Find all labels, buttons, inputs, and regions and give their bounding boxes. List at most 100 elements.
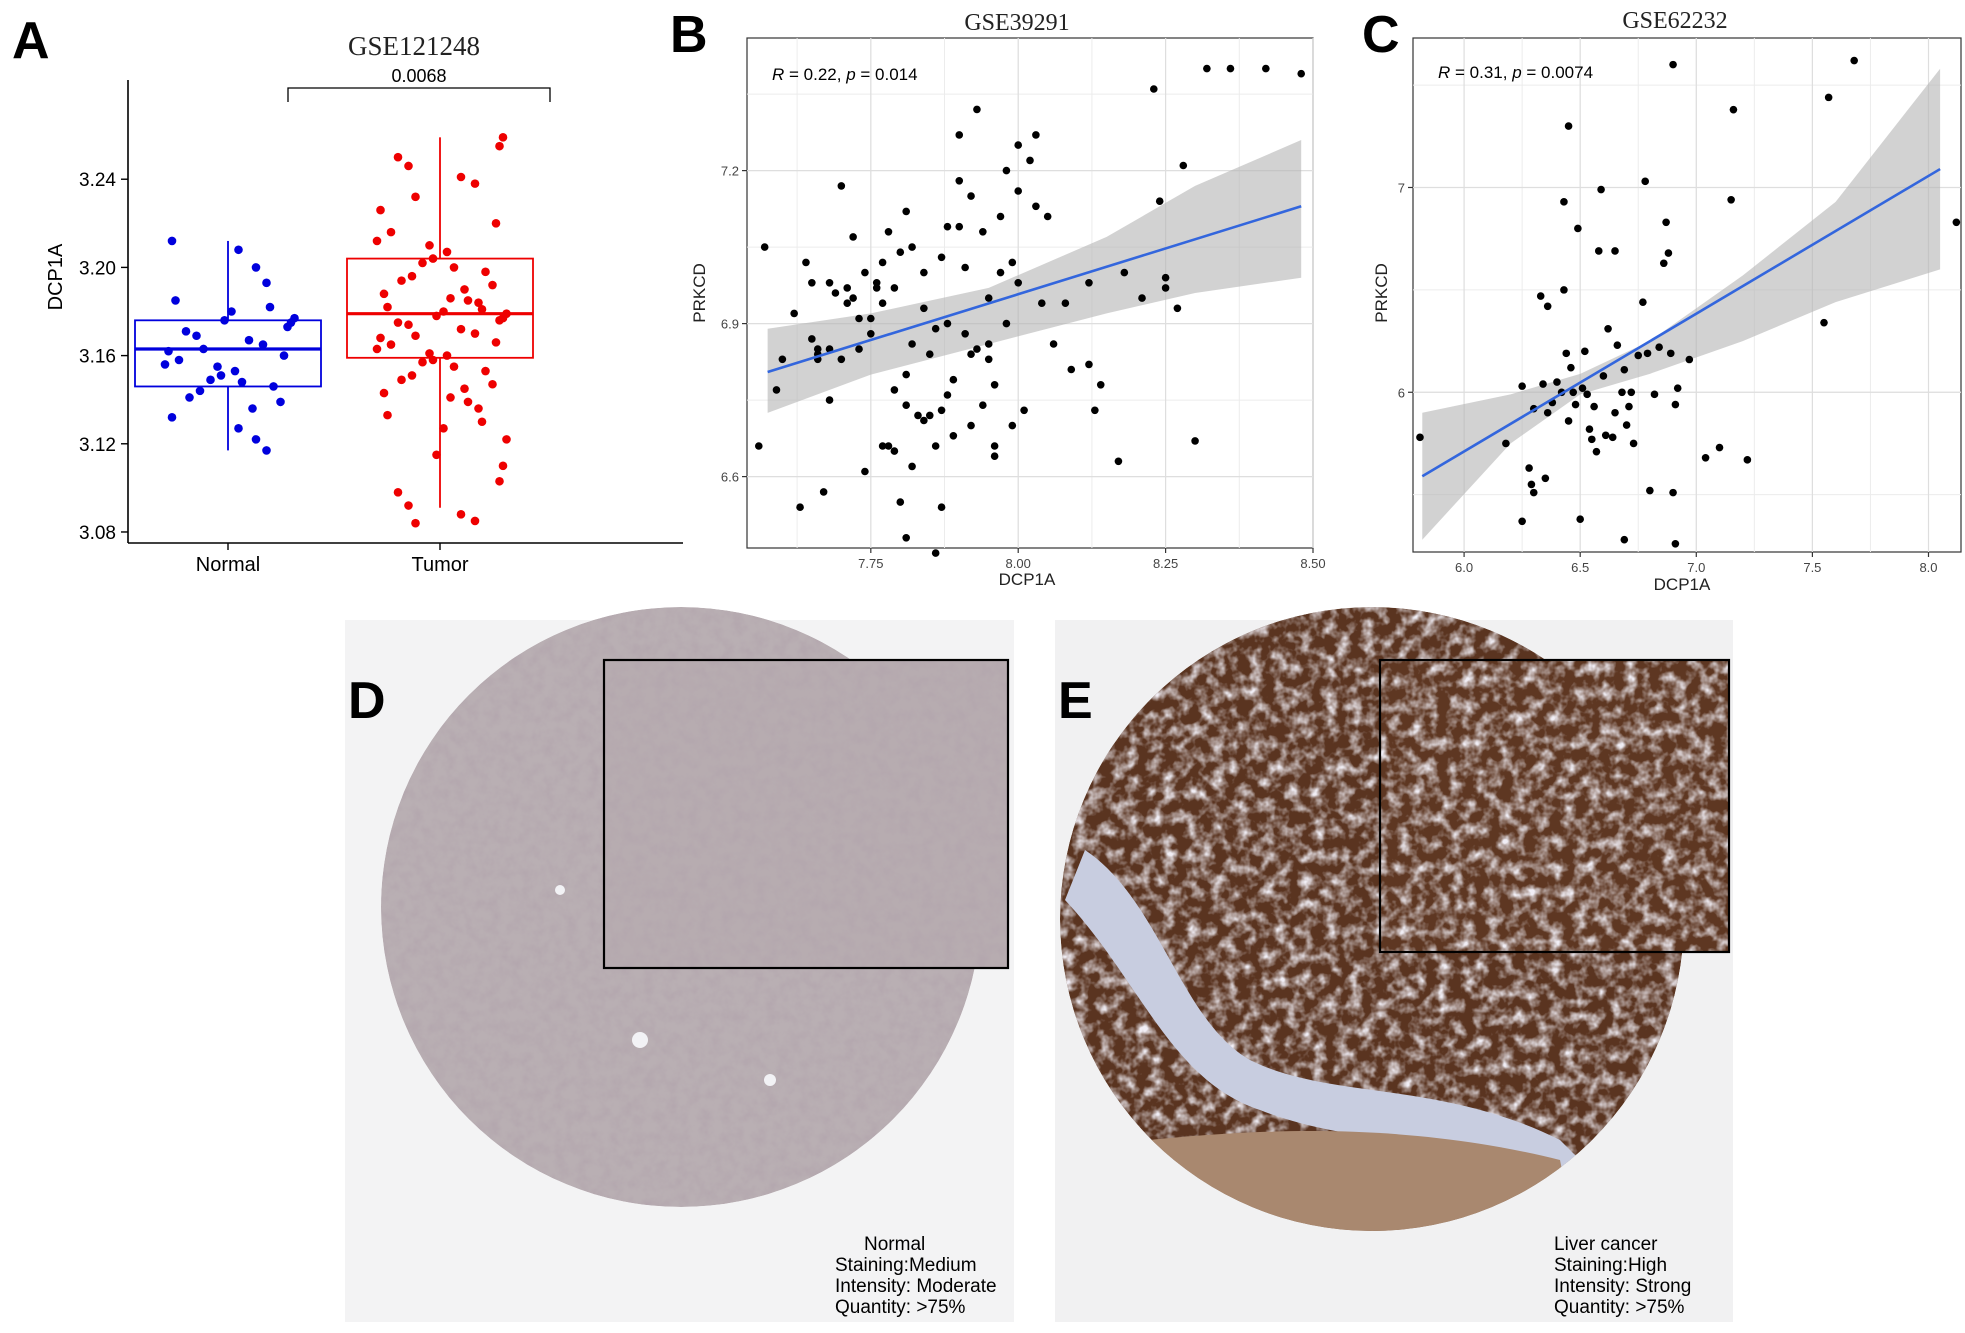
- caption-staining: Staining:High: [1554, 1255, 1667, 1276]
- data-point: [248, 404, 257, 413]
- data-point: [206, 375, 215, 385]
- r-value: = 0.31,: [1450, 63, 1512, 82]
- panel-c-title: GSE62232: [1622, 8, 1727, 34]
- data-point: [1525, 464, 1533, 472]
- box: [134, 319, 322, 388]
- data-point: [488, 280, 497, 290]
- data-point: [1150, 85, 1158, 93]
- data-point: [931, 442, 940, 450]
- data-point: [269, 382, 278, 391]
- data-point: [1643, 349, 1652, 358]
- data-point: [1727, 195, 1735, 204]
- data-point: [1562, 349, 1571, 358]
- data-point: [470, 179, 480, 188]
- data-point: [1662, 218, 1670, 227]
- data-point: [990, 452, 999, 461]
- panel-b-ticks: 7.75 8.00 8.25 8.50 6.6 6.9 7.2: [721, 164, 1326, 571]
- data-point: [481, 366, 490, 376]
- panel-c-plot-area: [1412, 37, 1962, 553]
- caption-title: Liver cancer: [1554, 1234, 1658, 1255]
- data-point: [386, 227, 396, 237]
- data-point: [1576, 515, 1584, 524]
- data-point: [1120, 268, 1129, 277]
- data-point: [220, 316, 229, 325]
- panel-b-title: GSE39291: [964, 10, 1069, 36]
- data-point: [937, 406, 946, 415]
- data-point: [167, 236, 177, 246]
- data-point: [279, 351, 289, 360]
- data-point: [481, 267, 490, 277]
- data-point: [442, 247, 452, 257]
- data-point: [1671, 400, 1680, 409]
- data-point: [819, 488, 828, 496]
- x-tick-label: 6.0: [1455, 560, 1473, 575]
- data-point: [943, 319, 952, 328]
- data-point: [1608, 433, 1617, 442]
- panel-d-caption: Normal Staining:Medium Intensity: Modera…: [835, 1234, 997, 1318]
- data-point: [967, 350, 975, 359]
- data-point: [376, 205, 385, 215]
- y-tick-label: 3.08: [79, 523, 116, 544]
- data-point: [843, 284, 852, 292]
- data-point: [778, 355, 787, 364]
- data-point: [849, 294, 857, 302]
- data-point: [234, 245, 243, 255]
- caption-title: Normal: [864, 1234, 925, 1255]
- panel-a-boxes: [134, 137, 534, 508]
- data-point: [244, 335, 254, 345]
- data-point: [920, 268, 928, 277]
- data-point: [1085, 279, 1093, 287]
- data-point: [1026, 156, 1034, 165]
- data-point: [283, 322, 292, 332]
- panel-b-letter: B: [670, 6, 708, 64]
- data-point: [404, 501, 413, 510]
- y-tick-label: 7: [1398, 180, 1405, 195]
- panel-a-title: GSE121248: [348, 31, 480, 61]
- data-point: [1008, 421, 1017, 430]
- data-point: [404, 320, 413, 330]
- data-point: [1611, 247, 1619, 255]
- data-point: [227, 307, 236, 316]
- data-point: [949, 432, 958, 440]
- data-point: [1564, 122, 1573, 130]
- r-symbol: R: [772, 65, 784, 84]
- caption-staining: Staining:Medium: [835, 1255, 977, 1276]
- data-point: [990, 442, 999, 450]
- caption-quantity: Quantity: >75%: [1554, 1297, 1685, 1318]
- x-tick-label: 8.25: [1153, 556, 1178, 571]
- data-point: [1553, 378, 1561, 386]
- data-point: [1002, 319, 1011, 328]
- data-point: [1297, 69, 1306, 78]
- data-point: [428, 355, 438, 365]
- data-point: [1536, 292, 1545, 300]
- data-point: [1620, 535, 1629, 544]
- data-point: [491, 338, 501, 347]
- data-point: [790, 309, 798, 318]
- data-point: [878, 258, 887, 267]
- data-point: [439, 424, 448, 433]
- data-point: [849, 233, 857, 241]
- data-point: [920, 304, 928, 313]
- data-point: [1650, 390, 1659, 399]
- data-point: [262, 278, 271, 288]
- data-point: [442, 351, 452, 360]
- data-point: [896, 498, 905, 506]
- p-symbol: p: [845, 65, 855, 84]
- data-point: [890, 386, 899, 394]
- data-point: [984, 355, 993, 364]
- panel-c-annotation: R = 0.31, p = 0.0074: [1438, 63, 1593, 82]
- data-point: [1161, 284, 1170, 292]
- data-point: [772, 386, 781, 394]
- data-point: [1592, 447, 1601, 456]
- data-point: [372, 344, 382, 354]
- data-point: [1529, 488, 1538, 497]
- data-point: [498, 461, 508, 471]
- data-point: [796, 503, 804, 512]
- y-tick-label: 7.2: [721, 164, 739, 179]
- data-point: [949, 375, 958, 384]
- data-point: [463, 397, 473, 407]
- data-point: [1583, 390, 1591, 399]
- caption-intensity: Intensity: Moderate: [835, 1276, 997, 1297]
- data-point: [1096, 381, 1105, 389]
- data-point: [1639, 298, 1647, 306]
